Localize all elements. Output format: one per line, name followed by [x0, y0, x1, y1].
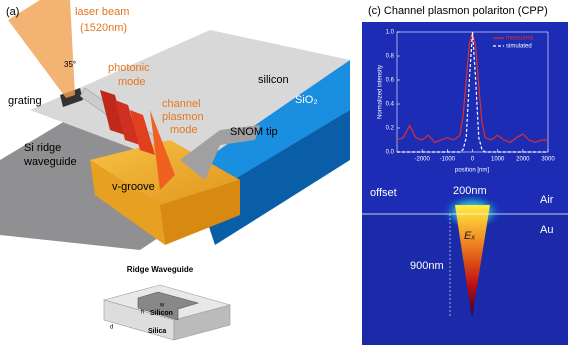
label: w [159, 303, 165, 309]
y-tick-label: 0.4 [386, 102, 395, 108]
y-tick-label: 0.2 [386, 126, 395, 132]
y-tick-label: 0.0 [386, 150, 395, 156]
label: SNOM tip [230, 126, 278, 138]
label: Silica [148, 328, 166, 335]
title: Ridge Waveguide [127, 265, 194, 274]
label: v-groove [112, 181, 155, 193]
label: silicon [258, 74, 289, 86]
label: waveguide [23, 156, 77, 168]
label: mode [170, 124, 198, 136]
panel-b: Ridge Waveguide w h Silicon d Silica [104, 265, 230, 340]
label: offset [370, 187, 397, 199]
label: Au [540, 224, 553, 236]
x-tick-label: 1000 [491, 157, 505, 163]
panel-label: (a) [6, 6, 19, 18]
legend-label: simulated [506, 44, 532, 50]
x-tick-label: -1000 [440, 157, 456, 163]
y-axis-label: Normalized intensity [378, 65, 384, 119]
x-axis-label: position [nm] [455, 168, 489, 174]
label: 900nm [410, 260, 444, 272]
label: grating [8, 95, 42, 107]
label: photonic [108, 62, 150, 74]
label: SiO₂ [295, 94, 318, 106]
legend-label: measured [506, 36, 533, 42]
panel-a: (a) laser beam (1520nm) 35° photonic mod… [0, 0, 350, 250]
x-tick-label: 2000 [516, 157, 530, 163]
label: Si ridge [24, 142, 61, 154]
y-tick-label: 1.0 [386, 30, 395, 36]
label: 200nm [453, 185, 487, 197]
figure: (a) laser beam (1520nm) 35° photonic mod… [0, 0, 568, 356]
label: mode [118, 76, 146, 88]
label: Eₓ [464, 230, 476, 242]
y-tick-label: 0.6 [386, 78, 395, 84]
label: Silicon [150, 310, 173, 317]
panel-title: (c) Channel plasmon polariton (CPP) [368, 5, 548, 17]
label: channel [162, 98, 201, 110]
label: Air [540, 194, 554, 206]
label: 35° [64, 60, 76, 69]
y-tick-label: 0.8 [386, 54, 395, 60]
label: (1520nm) [80, 22, 127, 34]
label: plasmon [162, 111, 204, 123]
label: laser beam [75, 6, 129, 18]
label: d [110, 325, 113, 331]
x-tick-label: -2000 [414, 157, 430, 163]
label: h [141, 310, 144, 316]
x-tick-label: 3000 [541, 157, 555, 163]
